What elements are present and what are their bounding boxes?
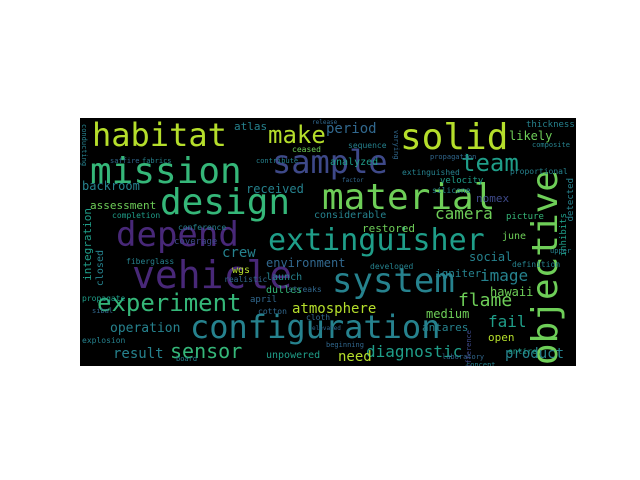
word-antares: antares: [422, 321, 469, 334]
word-realistic: realistic: [224, 275, 268, 284]
word-habitat: habitat: [92, 118, 227, 154]
word-fail: fail: [488, 312, 527, 331]
word-ceased: ceased: [292, 145, 321, 154]
word-release: release: [312, 119, 338, 126]
word-crew: crew: [222, 245, 256, 261]
word-laboratory: laboratory: [442, 353, 485, 361]
word-thickness: thickness: [526, 120, 575, 130]
word-depend: depend: [116, 215, 239, 255]
word-igniter: igniter: [435, 267, 482, 280]
word-fabrics: fabrics: [142, 157, 172, 165]
word-dulles: dulles: [266, 285, 303, 296]
word-unpowered: unpowered: [266, 350, 321, 361]
word-nomex: nomex: [476, 192, 510, 205]
word-cloud: habitat solid make mission sample team d…: [80, 118, 576, 366]
word-launch: launch: [266, 272, 303, 283]
word-material: material: [322, 177, 496, 218]
word-april: april: [250, 295, 278, 305]
word-team: team: [461, 149, 519, 177]
word-atmosphere: atmosphere: [292, 301, 377, 317]
word-conducting: conducting: [80, 124, 88, 167]
word-vehicle: vehicle: [132, 253, 293, 297]
word-beginning: beginning: [326, 341, 364, 349]
word-extinguished: extinguished: [402, 168, 460, 177]
word-sample: sample: [272, 143, 388, 181]
word-entire: entire: [508, 347, 537, 356]
word-operation: operation: [110, 321, 181, 336]
word-need: need: [338, 349, 372, 365]
word-hawaii: hawaii: [490, 285, 534, 299]
word-velocity: velocity: [440, 176, 484, 186]
word-likely: likely: [509, 129, 553, 143]
word-fiberglass: fiberglass: [126, 257, 175, 266]
word-june: june: [502, 231, 527, 242]
word-configuration: configuration: [190, 308, 441, 346]
word-make: make: [268, 121, 326, 149]
word-elevated: elevated: [312, 325, 341, 332]
word-concept: concept: [466, 361, 496, 367]
word-coverage: coverage: [174, 237, 218, 247]
word-conference: conference: [178, 223, 227, 232]
word-period: period: [326, 121, 377, 137]
word-difference: difference: [465, 330, 473, 366]
word-integration: integration: [81, 208, 94, 281]
word-picture: picture: [506, 212, 544, 222]
word-flame: flame: [458, 290, 513, 311]
word-board: board: [176, 355, 198, 363]
word-propagate: propagate: [82, 294, 126, 303]
word-wgs: wgs: [232, 265, 251, 276]
word-atlas: atlas: [234, 120, 268, 133]
word-definition: definition: [512, 260, 561, 269]
word-developed: developed: [370, 262, 414, 271]
word-diagnostic: diagnostic: [366, 342, 463, 361]
word-experiment: experiment: [97, 289, 242, 317]
word-assessment: assessment: [90, 199, 157, 212]
word-result: result: [113, 346, 164, 362]
word-completion: completion: [112, 211, 161, 220]
word-solid: solid: [400, 118, 509, 158]
word-system: system: [332, 261, 455, 301]
word-mission: mission: [90, 151, 242, 192]
word-analyzed: analyzed: [330, 157, 379, 168]
word-propagation: propagation: [430, 153, 477, 161]
word-explosion: explosion: [82, 336, 126, 345]
word-open: open: [488, 331, 515, 344]
word-composite: composite: [532, 141, 570, 149]
word-considerable: considerable: [314, 210, 387, 221]
word-cloth: cloth: [306, 313, 331, 322]
word-product: product: [505, 346, 565, 362]
word-environment: environment: [266, 256, 346, 270]
word-saffire: saffire: [110, 157, 140, 165]
word-extinguisher: extinguisher: [268, 223, 485, 258]
word-factor: factor: [342, 177, 364, 184]
word-proportional: proportional: [510, 167, 568, 176]
word-received: received: [246, 182, 304, 196]
word-upper: upper: [550, 247, 572, 255]
word-varying: varying: [392, 130, 400, 160]
word-social: social: [469, 250, 513, 264]
word-closed: closed: [95, 250, 106, 287]
word-sibal: sibal: [92, 307, 114, 315]
word-contribute: contribute: [256, 157, 299, 165]
word-backroom: backroom: [82, 179, 140, 193]
word-cotton: cotton: [258, 307, 287, 316]
word-image: image: [480, 266, 529, 285]
word-restored: restored: [362, 222, 415, 235]
word-sensor: sensor: [170, 339, 243, 363]
word-streaks: streaks: [288, 285, 322, 294]
word-camera: camera: [435, 204, 493, 223]
word-silicone: silicone: [432, 186, 471, 195]
word-sequence: sequence: [348, 141, 387, 150]
word-medium: medium: [426, 307, 470, 321]
word-design: design: [160, 182, 291, 223]
